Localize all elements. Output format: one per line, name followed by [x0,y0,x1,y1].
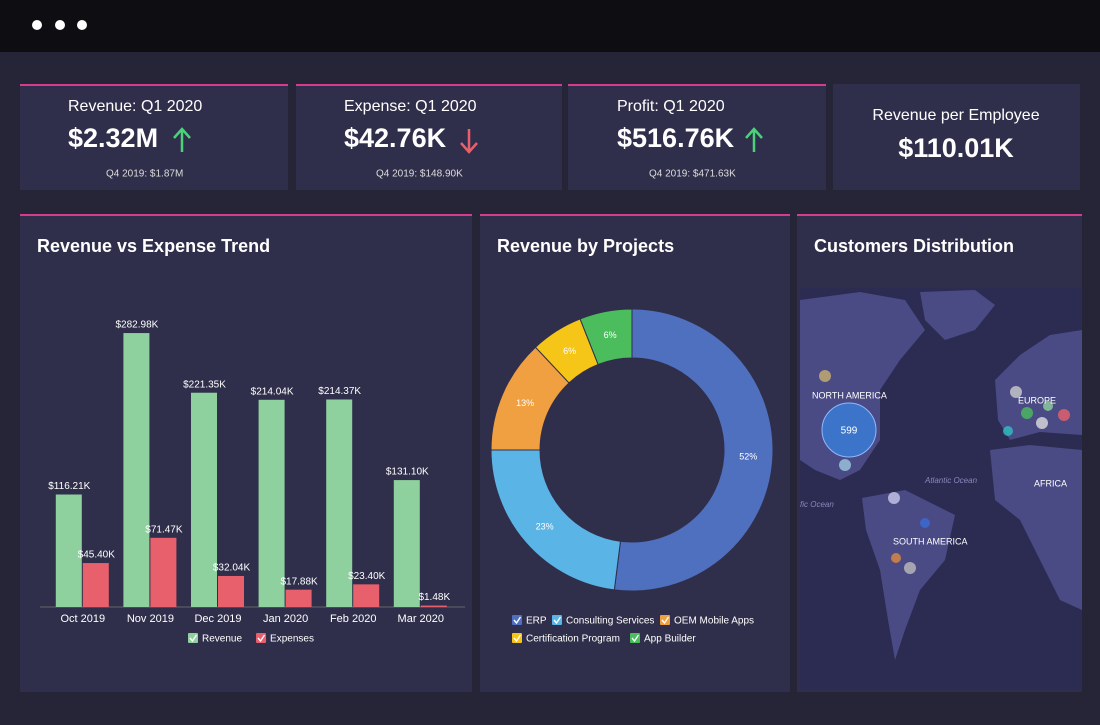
legend-label: Consulting Services [566,616,654,627]
bubble-label: 599 [841,426,858,437]
bar [420,605,447,607]
kpi-value: $2.32M [68,123,158,153]
value-label: $116.21K [48,481,90,492]
value-label: 52% [739,452,757,462]
panel-title: Revenue by Projects [497,236,674,256]
value-label: $45.40K [78,550,116,561]
panel-accent [480,214,790,216]
legend-label: ERP [526,616,547,627]
bar [191,392,217,607]
value-label: $1.48K [418,592,450,603]
legend-label: Expenses [270,634,314,645]
value-label: $221.35K [183,379,226,390]
donut-slice [613,308,774,592]
window-dot [77,20,87,30]
kpi-card: Profit: Q1 2020 $516.76K Q4 2019: $471.6… [568,84,826,190]
kpi-card: Expense: Q1 2020 $42.76K Q4 2019: $148.9… [296,84,562,190]
value-label: $131.10K [386,467,429,478]
kpi-card: Revenue per Employee $110.01K [833,84,1080,190]
legend-check [513,634,522,643]
bar [218,575,244,607]
kpi-title: Revenue per Employee [872,107,1039,124]
arrow-up [745,127,763,152]
panel-title: Customers Distribution [814,236,1014,256]
x-tick-label: Oct 2019 [60,613,105,625]
value-label: 23% [536,521,554,531]
bar [55,494,82,607]
arrow-down [460,129,478,154]
map-label: SOUTH AMERICA [893,536,968,546]
value-label: 6% [563,346,576,356]
map-label: EUROPE [1018,395,1056,405]
kpi-title: Profit: Q1 2020 [617,98,725,115]
donut-slice [579,308,633,366]
map-label: Atlantic Ocean [924,476,978,485]
window-dot [32,20,42,30]
legend-check [513,616,522,625]
x-tick-label: Jan 2020 [263,613,308,625]
value-label: $17.88K [280,576,318,587]
panel [20,214,472,692]
x-tick-label: Feb 2020 [330,613,376,625]
legend-label: Revenue [202,634,242,645]
panel-accent [20,214,472,216]
kpi-previous: Q4 2019: $471.63K [649,169,736,180]
bar [258,399,285,607]
legend-check [661,616,670,625]
panel-accent [797,214,1082,216]
bar [353,584,380,607]
kpi-previous: Q4 2019: $148.90K [376,169,463,180]
window-bar [0,0,1100,52]
value-label: $282.98K [115,320,158,331]
value-label: 13% [516,398,534,408]
map-label: fic Ocean [800,500,834,509]
kpi-value: $42.76K [344,123,447,153]
legend-check [631,634,640,643]
legend-check [257,634,266,643]
bar [326,399,353,607]
x-tick-label: Nov 2019 [127,613,174,625]
value-label: $32.04K [213,563,251,574]
kpi-value: $110.01K [898,133,1014,163]
legend-label: OEM Mobile Apps [674,616,754,627]
map-label: NORTH AMERICA [812,390,887,400]
legend-check [553,616,562,625]
kpi-title: Expense: Q1 2020 [344,98,477,115]
map: 599 NORTH AMERICA EUROPE AFRICA SOUTH AM… [800,288,1082,690]
legend-check [189,634,198,643]
x-tick-label: Dec 2019 [194,613,241,625]
value-label: $214.04K [251,386,294,397]
bar [285,589,312,607]
legend-label: Certification Program [526,634,620,645]
legend-label: App Builder [644,634,696,645]
bar [150,537,177,607]
x-tick-label: Mar 2020 [398,613,444,625]
kpi-previous: Q4 2019: $1.87M [106,169,183,180]
map-label: AFRICA [1034,478,1067,488]
value-label: $71.47K [145,524,183,535]
value-label: $214.37K [318,386,361,397]
window-dot [55,20,65,30]
kpi-title: Revenue: Q1 2020 [68,98,202,115]
arrow-up [173,127,191,152]
kpi-card: Revenue: Q1 2020 $2.32M Q4 2019: $1.87M [20,84,288,190]
kpi-value: $516.76K [617,123,735,153]
bar [82,563,109,607]
value-label: 6% [604,330,617,340]
bar [123,333,150,607]
value-label: $23.40K [348,571,386,582]
panel-title: Revenue vs Expense Trend [37,236,270,256]
bar [393,480,420,607]
